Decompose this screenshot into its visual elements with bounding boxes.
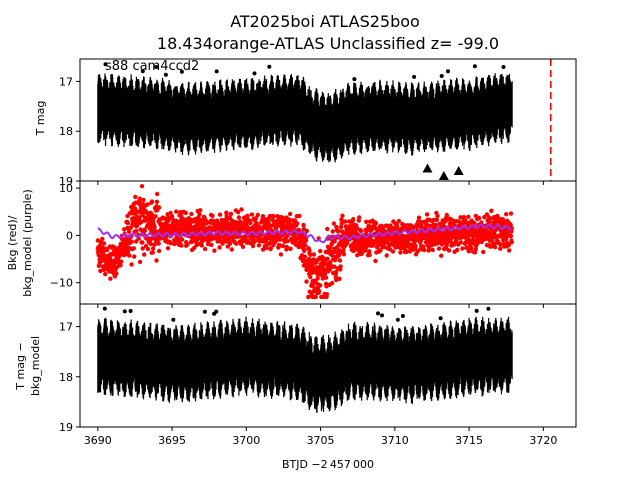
axes-frame-bottom [79, 303, 577, 428]
y-tick-label: 17 [59, 75, 73, 88]
panel-bottom-tmag-minus-bkg [97, 306, 513, 413]
x-tick-label: 3710 [381, 434, 409, 447]
y-tick-label: 19 [59, 175, 73, 188]
data-point [380, 313, 384, 318]
y-tick-label: 0 [66, 229, 73, 242]
data-point [179, 69, 184, 74]
data-point [214, 69, 219, 74]
data-point [395, 317, 400, 322]
x-tick-label: 3690 [84, 434, 112, 447]
data-point [252, 71, 257, 76]
data-errorbars [97, 316, 513, 413]
data-point [202, 309, 207, 314]
data-point [486, 306, 491, 311]
y-tick-label: 10 [59, 182, 73, 195]
data-errorbars [97, 73, 513, 163]
data-point [446, 69, 450, 74]
data-point [439, 74, 444, 78]
data-point [474, 308, 479, 313]
y-axis-label-top: T mag [34, 101, 47, 137]
data-point [163, 72, 168, 77]
y-tick-label: 18 [59, 371, 73, 384]
data-point [472, 64, 477, 69]
panel-middle-bkg [95, 183, 514, 300]
data-point [400, 314, 405, 318]
y-axis-label-middle-line1: Bkg (red)/ [6, 215, 19, 270]
x-tick-label: 3695 [158, 434, 186, 447]
y-axis-label-bottom-line2: bkg_model [29, 336, 42, 396]
x-tick-label: 3700 [232, 434, 260, 447]
y-tick-label: 18 [59, 125, 73, 138]
y-tick-label: 17 [59, 321, 73, 334]
data-point [501, 65, 506, 69]
x-tick-label: 3705 [307, 434, 335, 447]
chart-title-line2: 18.434orange-ATLAS Unclassified z= -99.0 [157, 34, 499, 53]
data-point [267, 64, 272, 69]
upper-limit-triangle [422, 163, 433, 173]
y-axis-label-bottom-line1: T mag − [14, 342, 27, 390]
data-point [122, 309, 127, 314]
y-tick-label: −10 [50, 277, 73, 290]
y-tick-label: 19 [59, 421, 73, 434]
bkg-model-line [97, 223, 512, 244]
data-point [412, 74, 417, 79]
y-axis-label-middle-line2: bkg_model (purple) [21, 189, 34, 296]
chart-title-line1: AT2025boi ATLAS25boo [230, 12, 420, 31]
data-point [102, 306, 107, 311]
x-axis-label: BTJD −2 457 000 [282, 458, 374, 471]
data-point [376, 311, 380, 316]
upper-limit-triangle [453, 166, 464, 176]
upper-limit-triangle [438, 171, 449, 181]
data-point [212, 311, 217, 316]
annotation-camera: s88 cam4ccd2 [105, 59, 199, 74]
data-point [352, 77, 357, 82]
data-point [171, 317, 176, 322]
data-point [154, 65, 159, 69]
bkg-points [95, 183, 514, 300]
data-point [140, 69, 145, 74]
data-point [103, 62, 108, 67]
x-tick-label: 3715 [455, 434, 483, 447]
panel-top-tmag [97, 59, 552, 181]
x-tick-label: 3720 [529, 434, 557, 447]
data-point [128, 309, 133, 313]
data-point [438, 316, 443, 321]
